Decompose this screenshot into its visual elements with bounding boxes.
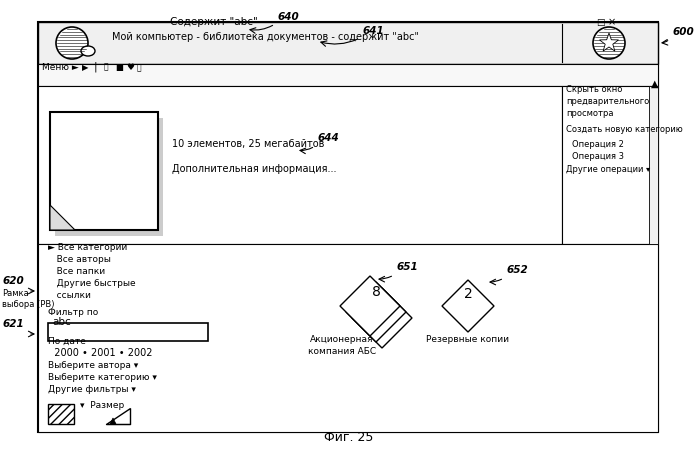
Polygon shape: [110, 418, 116, 424]
Text: |: |: [94, 61, 98, 72]
Text: ссылки: ссылки: [48, 291, 91, 300]
Text: 640: 640: [277, 12, 298, 22]
Bar: [649, 86, 658, 244]
Text: Создать новую категорию: Создать новую категорию: [566, 125, 683, 134]
Text: Мой компьютер - библиотека документов - содержит "abc": Мой компьютер - библиотека документов - …: [112, 32, 419, 42]
Bar: [48, 323, 208, 341]
Circle shape: [593, 27, 625, 59]
Bar: [55, 118, 163, 236]
Text: Операция 3: Операция 3: [572, 152, 624, 161]
Text: 620: 620: [2, 276, 24, 286]
Text: 🔒: 🔒: [104, 62, 108, 71]
Text: 2000 • 2001 • 2002: 2000 • 2001 • 2002: [48, 348, 152, 358]
Text: Все авторы: Все авторы: [48, 255, 111, 264]
Text: 2: 2: [463, 287, 473, 301]
Text: ▶: ▶: [82, 63, 89, 72]
Ellipse shape: [81, 46, 95, 56]
Text: □: □: [596, 18, 605, 27]
Text: 600: 600: [672, 27, 693, 37]
Text: ×: ×: [608, 17, 616, 27]
Bar: [38, 22, 658, 432]
Text: компания АБС: компания АБС: [308, 347, 376, 356]
Text: Содержит "abc": Содержит "abc": [170, 17, 258, 27]
Text: Дополнительная информация...: Дополнительная информация...: [172, 164, 336, 174]
Text: выбора (РВ): выбора (РВ): [2, 300, 55, 309]
Text: Скрыть окно: Скрыть окно: [566, 85, 622, 94]
Bar: [38, 64, 658, 86]
Text: ► Все категории: ► Все категории: [48, 243, 127, 252]
Text: ─: ─: [584, 18, 589, 27]
Text: Рамка: Рамка: [2, 289, 29, 298]
Text: ▲: ▲: [651, 79, 658, 89]
Polygon shape: [346, 282, 406, 342]
Polygon shape: [600, 33, 619, 51]
Text: Операция 2: Операция 2: [572, 140, 624, 149]
Text: 🌐: 🌐: [137, 63, 142, 72]
Text: Другие операции ▾: Другие операции ▾: [566, 165, 650, 174]
Bar: [38, 244, 658, 432]
Text: ♥: ♥: [126, 63, 134, 72]
Text: просмотра: просмотра: [566, 109, 614, 118]
Polygon shape: [50, 205, 75, 230]
Polygon shape: [442, 280, 494, 332]
Text: ■: ■: [115, 63, 123, 72]
Text: 644: 644: [317, 133, 339, 143]
Text: Меню ►: Меню ►: [42, 63, 79, 72]
Text: По дате: По дате: [48, 337, 86, 346]
Bar: [50, 112, 158, 230]
Text: Фиг. 25: Фиг. 25: [324, 431, 374, 444]
Text: 651: 651: [396, 262, 418, 272]
Bar: [38, 86, 562, 244]
Text: ▾  Размер: ▾ Размер: [80, 401, 124, 410]
Text: Фильтр по: Фильтр по: [48, 308, 99, 317]
Text: Другие быстрые: Другие быстрые: [48, 279, 136, 288]
Bar: [38, 22, 658, 64]
Polygon shape: [340, 276, 400, 336]
Text: Выберите автора ▾: Выберите автора ▾: [48, 361, 138, 370]
Text: 641: 641: [362, 26, 384, 36]
Text: 621: 621: [2, 319, 24, 329]
Text: Акционерная: Акционерная: [310, 335, 374, 344]
Bar: [562, 86, 658, 244]
Text: Выберите категорию ▾: Выберите категорию ▾: [48, 373, 157, 382]
Text: abc: abc: [52, 317, 71, 327]
Text: Все папки: Все папки: [48, 267, 105, 276]
Bar: [48, 404, 74, 424]
Text: Резервные копии: Резервные копии: [426, 335, 510, 344]
Text: 652: 652: [506, 265, 528, 275]
Polygon shape: [106, 408, 130, 424]
Text: 10 элементов, 25 мегабайтов: 10 элементов, 25 мегабайтов: [172, 139, 324, 149]
Circle shape: [56, 27, 88, 59]
Polygon shape: [352, 288, 412, 348]
Text: 8: 8: [372, 285, 380, 299]
Text: Другие фильтры ▾: Другие фильтры ▾: [48, 385, 136, 394]
Text: предварительного: предварительного: [566, 97, 649, 106]
